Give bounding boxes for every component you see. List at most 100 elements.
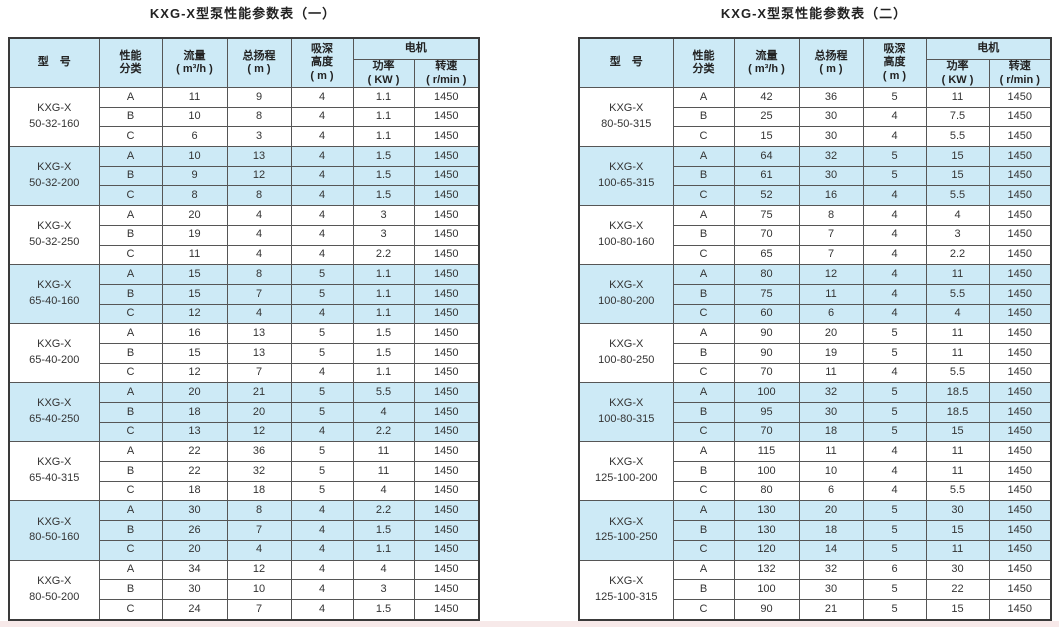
speed-cell: 1450 bbox=[413, 205, 480, 226]
head-cell: 36 bbox=[226, 441, 292, 463]
table-panel-1: KXG-X型泵性能参数表（一） 型 号 性能 分类 流量 ( m³/h ) 总扬… bbox=[8, 7, 480, 621]
power-cell: 2.2 bbox=[352, 500, 415, 522]
speed-cell: 1450 bbox=[413, 579, 480, 600]
power-cell: 3 bbox=[352, 224, 415, 246]
table-row: B 30 10 4 3 1450 bbox=[9, 579, 480, 600]
table-row: KXG-X 100-65-315 A 64 32 5 15 1450 bbox=[578, 146, 1052, 207]
speed-cell: 1450 bbox=[988, 224, 1052, 246]
suction-cell: 5 bbox=[862, 323, 927, 344]
model-cell: KXG-X 65-40-315 bbox=[8, 441, 100, 502]
speed-cell: 1450 bbox=[988, 323, 1052, 344]
perf-class-cell: C bbox=[98, 362, 163, 384]
speed-cell: 1450 bbox=[988, 244, 1052, 266]
perf-class-cell: B bbox=[98, 165, 163, 187]
perf-class-cell: A bbox=[98, 441, 163, 463]
power-cell: 4 bbox=[352, 480, 415, 502]
speed-cell: 1450 bbox=[413, 126, 480, 148]
suction-cell: 5 bbox=[290, 264, 354, 285]
speed-cell: 1450 bbox=[988, 520, 1052, 541]
table-row: KXG-X 80-50-200 A 34 12 4 4 1450 bbox=[8, 559, 480, 621]
table-row: C 15 30 4 5.5 1450 bbox=[579, 126, 1052, 148]
power-cell: 18.5 bbox=[925, 402, 990, 423]
head-cell: 9 bbox=[226, 87, 292, 108]
power-cell: 1.5 bbox=[352, 185, 415, 207]
power-cell: 5.5 bbox=[925, 480, 990, 502]
header-motor: 电机 bbox=[352, 37, 480, 60]
flow-cell: 15 bbox=[733, 126, 800, 148]
model-cell: KXG-X 80-50-315 bbox=[578, 86, 674, 148]
table-row: C 13 12 4 2.2 1450 bbox=[9, 421, 480, 443]
perf-class-cell: A bbox=[98, 559, 163, 581]
speed-cell: 1450 bbox=[988, 87, 1052, 108]
model-cell: KXG-X 100-80-200 bbox=[578, 264, 674, 325]
flow-cell: 80 bbox=[733, 480, 800, 502]
table-body: KXG-X 80-50-315 A 42 36 5 11 1450 B 25 30 4 7.5 1450… bbox=[578, 86, 1052, 621]
suction-cell: 4 bbox=[290, 520, 354, 541]
perf-class-cell: C bbox=[98, 598, 163, 621]
suction-cell: 4 bbox=[290, 598, 354, 621]
table-row: KXG-X 50-32-160 A 11 9 4 1.1 1450 bbox=[8, 86, 480, 148]
suction-cell: 4 bbox=[290, 244, 354, 266]
perf-class-cell: A bbox=[98, 382, 163, 403]
flow-cell: 34 bbox=[161, 559, 228, 581]
speed-cell: 1450 bbox=[413, 106, 480, 128]
speed-cell: 1450 bbox=[413, 224, 480, 246]
header-model: 型 号 bbox=[8, 37, 100, 88]
table-row: KXG-X 50-32-250 A 20 4 4 3 1450 bbox=[8, 205, 480, 266]
head-cell: 12 bbox=[226, 559, 292, 581]
header-power: 功率 ( KW ) bbox=[925, 59, 990, 88]
suction-cell: 5 bbox=[862, 146, 927, 167]
table-row: C 18 18 5 4 1450 bbox=[9, 480, 480, 502]
head-cell: 8 bbox=[226, 185, 292, 207]
speed-cell: 1450 bbox=[988, 106, 1052, 128]
table-row: B 100 30 5 22 1450 bbox=[579, 579, 1052, 600]
head-cell: 8 bbox=[226, 106, 292, 128]
model-cell: KXG-X 125-100-200 bbox=[578, 441, 674, 502]
perf-class-cell: B bbox=[98, 283, 163, 305]
head-cell: 20 bbox=[798, 500, 864, 522]
table-row: C 90 21 5 15 1450 bbox=[579, 598, 1052, 621]
speed-cell: 1450 bbox=[413, 323, 480, 344]
header-speed: 转速 ( r/min ) bbox=[988, 59, 1052, 88]
head-cell: 11 bbox=[798, 441, 864, 463]
power-cell: 1.1 bbox=[352, 362, 415, 384]
table-row: B 26 7 4 1.5 1450 bbox=[9, 520, 480, 541]
model-cell: KXG-X 125-100-250 bbox=[578, 500, 674, 561]
flow-cell: 11 bbox=[161, 244, 228, 266]
power-cell: 2.2 bbox=[352, 421, 415, 443]
perf-class-cell: A bbox=[98, 264, 163, 285]
speed-cell: 1450 bbox=[413, 421, 480, 443]
perf-class-cell: B bbox=[98, 520, 163, 541]
perf-class-cell: A bbox=[98, 87, 163, 108]
speed-cell: 1450 bbox=[413, 461, 480, 482]
flow-cell: 61 bbox=[733, 165, 800, 187]
suction-cell: 4 bbox=[862, 244, 927, 266]
table-title-2: KXG-X型泵性能参数表（二） bbox=[720, 6, 908, 21]
suction-cell: 5 bbox=[290, 480, 354, 502]
suction-cell: 5 bbox=[862, 342, 927, 364]
perf-class-cell: B bbox=[672, 165, 735, 187]
perf-class-cell: C bbox=[98, 244, 163, 266]
power-cell: 11 bbox=[925, 539, 990, 561]
power-cell: 1.1 bbox=[352, 283, 415, 305]
perf-class-cell: B bbox=[672, 579, 735, 600]
table-row: C 70 11 4 5.5 1450 bbox=[579, 362, 1052, 384]
flow-cell: 10 bbox=[161, 106, 228, 128]
power-cell: 11 bbox=[925, 323, 990, 344]
flow-cell: 22 bbox=[161, 441, 228, 463]
flow-cell: 22 bbox=[161, 461, 228, 482]
power-cell: 1.1 bbox=[352, 303, 415, 325]
header-flow: 流量 ( m³/h ) bbox=[733, 37, 800, 88]
power-cell: 4 bbox=[352, 559, 415, 581]
table-row: KXG-X 65-40-200 A 16 13 5 1.5 1450 bbox=[8, 323, 480, 384]
table-row: KXG-X 125-100-200 A 115 11 4 11 1450 bbox=[578, 441, 1052, 502]
speed-cell: 1450 bbox=[413, 441, 480, 463]
flow-cell: 30 bbox=[161, 579, 228, 600]
flow-cell: 90 bbox=[733, 323, 800, 344]
table-row: KXG-X 100-80-250 A 90 20 5 11 1450 bbox=[578, 323, 1052, 384]
table-header: 型 号 性能 分类 流量 ( m³/h ) 总扬程 ( m ) 吸深 高度 ( … bbox=[578, 37, 1052, 88]
suction-cell: 4 bbox=[862, 303, 927, 325]
flow-cell: 11 bbox=[161, 87, 228, 108]
head-cell: 18 bbox=[226, 480, 292, 502]
head-cell: 30 bbox=[798, 106, 864, 128]
